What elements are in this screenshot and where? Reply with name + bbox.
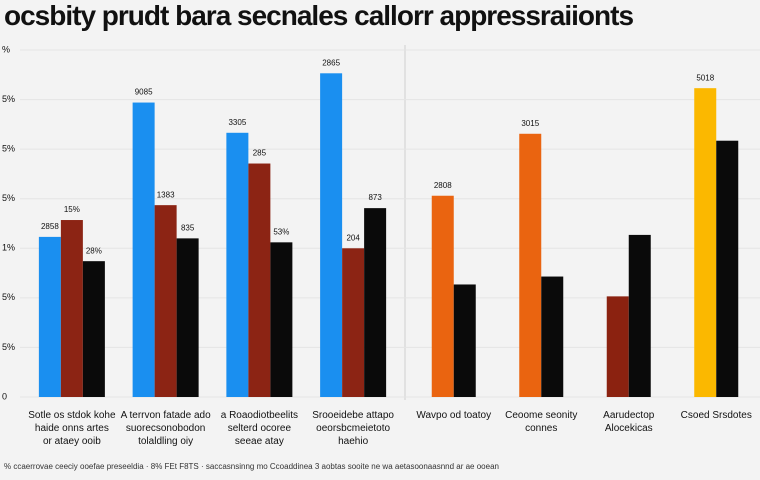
data-label: 53% — [273, 227, 289, 236]
bar — [431, 195, 454, 397]
data-label: 9085 — [135, 88, 153, 97]
x-tick-label: Wavpo od toatoy — [416, 410, 492, 421]
data-label: 3305 — [228, 118, 246, 127]
y-tick-label: 5% — [2, 94, 15, 104]
data-label: 2808 — [434, 181, 452, 190]
y-tick-label: 5% — [2, 342, 15, 352]
data-label: 3015 — [521, 119, 539, 128]
data-label: 873 — [368, 193, 382, 202]
bar — [176, 238, 199, 397]
x-tick-label: Aarudectop Alocekicas — [603, 410, 655, 434]
x-tick-label: Sotle os stdok kohe haide onns artes or … — [28, 410, 116, 447]
x-tick-label: Ceoome seonity connes — [505, 410, 578, 434]
bar — [453, 284, 476, 397]
bar — [270, 242, 293, 397]
y-tick-label: 5% — [2, 144, 15, 154]
bar — [60, 220, 83, 397]
bar — [320, 73, 343, 397]
data-label: 2865 — [322, 58, 340, 67]
data-label: 285 — [253, 149, 267, 158]
bar — [226, 132, 249, 397]
y-tick-label: 5% — [2, 292, 15, 302]
chart-title: ocsbity prudt bara secnales callorr appr… — [4, 0, 634, 31]
footnote: % ccaerrovae ceeciy ooefae preseeldia · … — [4, 462, 499, 471]
bar — [628, 234, 651, 397]
data-label: 28% — [86, 246, 102, 255]
bar — [716, 140, 739, 398]
x-tick-label: a Roaodiotbeelits selterd ocoree seeae a… — [220, 410, 299, 447]
y-tick-label: 5% — [2, 193, 15, 203]
data-label: 5018 — [696, 73, 714, 82]
bar — [154, 205, 177, 397]
bar — [541, 276, 564, 397]
y-tick-label: 1% — [2, 243, 15, 253]
data-label: 1383 — [157, 190, 175, 199]
bar — [606, 296, 629, 397]
data-label: 204 — [346, 233, 360, 242]
bar — [694, 88, 717, 398]
y-tick-label: 0 — [2, 391, 7, 401]
x-tick-label: Srooeidebe attapo oeorsbcmeietoto haehio — [312, 410, 394, 447]
bar — [82, 261, 105, 397]
data-label: 2858 — [41, 222, 59, 231]
bar — [364, 208, 387, 397]
bar — [132, 102, 155, 397]
x-tick-label: Csoed Srsdotes — [680, 410, 752, 421]
data-label: 15% — [64, 205, 80, 214]
bar — [248, 163, 271, 397]
data-label: 835 — [181, 223, 195, 232]
x-tick-label: A terrvon fatade ado suorecsonobodon tol… — [120, 410, 211, 447]
bar — [38, 236, 61, 397]
y-tick-label: % — [2, 44, 10, 54]
bar — [519, 133, 542, 398]
bar — [342, 248, 365, 397]
